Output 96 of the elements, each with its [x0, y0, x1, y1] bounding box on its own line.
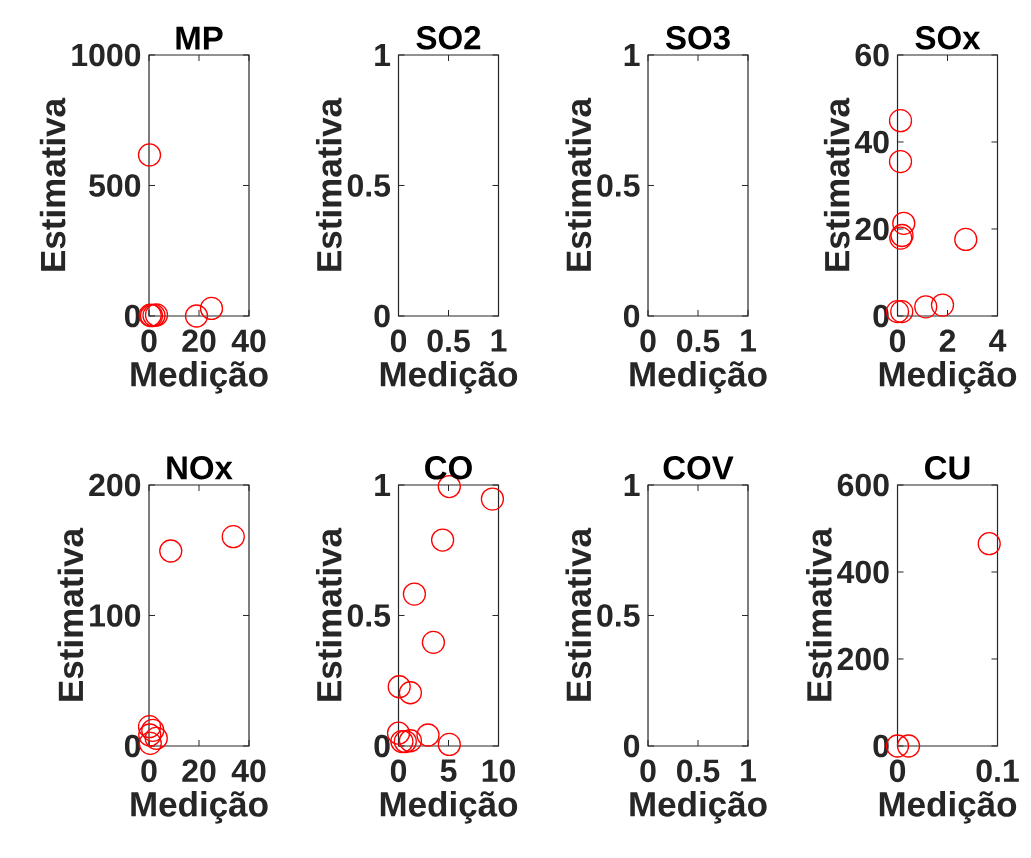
point	[892, 211, 916, 235]
point	[159, 539, 183, 563]
point	[888, 109, 913, 133]
point	[387, 675, 411, 699]
y-tick-label: 0.5	[597, 174, 640, 197]
x-axis-title: Medição	[131, 361, 268, 394]
x-axis-title: Medição	[630, 791, 767, 824]
chart-title: SOx	[915, 26, 981, 50]
y-tick-label: 600	[837, 473, 889, 497]
point	[888, 149, 913, 174]
y-tick-label: 200	[837, 647, 889, 671]
chart-title: MP	[176, 26, 223, 50]
x-axis-title: Medição	[879, 361, 1017, 394]
y-axis-title: Estimativa	[823, 97, 850, 271]
y-tick-label: 1	[624, 43, 640, 66]
x-tick-label: 0	[640, 759, 656, 783]
y-tick-label: 100	[90, 604, 141, 627]
y-tick-label: 0	[374, 304, 390, 328]
y-tick-label: 40	[854, 130, 889, 154]
x-axis-title: Medição	[131, 791, 268, 824]
point	[402, 582, 427, 606]
x-tick-label: 5	[440, 759, 457, 782]
x-tick-label: 20	[182, 329, 216, 353]
point	[480, 487, 505, 511]
chart-title: CU	[925, 456, 970, 480]
point	[398, 729, 423, 753]
y-tick-label: 0	[124, 304, 141, 328]
chart-title: SO2	[416, 26, 481, 50]
point	[138, 731, 162, 756]
y-tick-label: 1000	[72, 43, 141, 67]
y-tick-label: 200	[89, 473, 141, 497]
y-axis-title: Estimativa	[57, 527, 84, 701]
x-tick-label: 0	[889, 759, 906, 783]
point	[890, 299, 914, 324]
x-tick-label: 0	[390, 329, 407, 353]
x-tick-label: 40	[231, 329, 266, 353]
point	[437, 732, 461, 757]
point	[430, 528, 455, 552]
point	[421, 630, 446, 655]
x-tick-label: 2	[939, 329, 956, 352]
point	[914, 295, 938, 319]
x-tick-label: 0.1	[976, 759, 1019, 783]
y-tick-label: 20	[855, 217, 889, 241]
y-tick-label: 1	[624, 473, 640, 496]
chart-title: COV	[663, 456, 734, 480]
point	[184, 304, 209, 328]
point	[199, 296, 224, 321]
y-tick-label: 60	[855, 43, 889, 67]
x-tick-label: 40	[231, 759, 266, 783]
point	[138, 723, 162, 747]
point	[416, 723, 440, 747]
y-tick-label: 0.5	[347, 604, 391, 627]
y-tick-label: 400	[837, 560, 889, 584]
x-tick-label: 0.5	[677, 329, 720, 353]
y-axis-title: Estimativa	[565, 97, 592, 271]
x-tick-label: 0	[141, 759, 157, 783]
x-tick-label: 0	[390, 759, 407, 783]
y-tick-label: 0	[623, 734, 640, 758]
y-tick-label: 0	[124, 734, 141, 758]
y-axis-title: Estimativa	[315, 527, 342, 701]
point	[954, 227, 978, 252]
point	[930, 293, 955, 317]
x-axis-title: Medição	[380, 361, 518, 394]
y-tick-label: 0	[623, 304, 640, 328]
y-tick-label: 1	[375, 43, 391, 66]
y-tick-label: 0.5	[347, 174, 391, 197]
y-tick-label: 0	[374, 734, 390, 758]
x-tick-label: 0.5	[427, 329, 470, 353]
point	[137, 143, 162, 167]
chart-title: NOx	[167, 456, 233, 480]
x-tick-label: 10	[482, 759, 515, 783]
y-tick-label: 1	[375, 473, 391, 496]
x-tick-label: 0	[141, 329, 157, 353]
chart-title: CO	[425, 456, 472, 480]
y-tick-label: 0	[873, 304, 889, 328]
x-axis-title: Medição	[879, 791, 1017, 824]
y-axis-title: Estimativa	[565, 527, 592, 701]
point	[221, 525, 245, 549]
x-tick-label: 0	[640, 329, 656, 353]
chart-title: SO3	[665, 26, 730, 50]
y-tick-label: 0.5	[597, 604, 640, 627]
x-tick-label: 4	[989, 329, 1007, 352]
x-tick-label: 1	[741, 329, 757, 352]
y-axis-title: Estimativa	[806, 527, 832, 701]
x-tick-label: 1	[491, 329, 507, 352]
y-axis-title: Estimativa	[39, 97, 66, 271]
point	[398, 681, 423, 705]
x-tick-label: 20	[182, 759, 216, 783]
y-axis-title: Estimativa	[315, 97, 342, 271]
x-tick-label: 1	[741, 759, 757, 782]
x-tick-label: 0.5	[677, 759, 720, 783]
point	[144, 726, 168, 750]
x-axis-title: Medição	[630, 361, 767, 394]
x-tick-label: 0	[889, 329, 906, 353]
y-tick-label: 500	[89, 174, 141, 197]
x-axis-title: Medição	[380, 791, 518, 824]
